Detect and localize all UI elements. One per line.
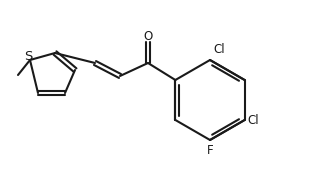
Text: Cl: Cl bbox=[247, 114, 259, 127]
Text: F: F bbox=[207, 144, 213, 157]
Text: S: S bbox=[24, 51, 32, 64]
Text: Cl: Cl bbox=[213, 43, 225, 56]
Text: O: O bbox=[143, 30, 152, 43]
